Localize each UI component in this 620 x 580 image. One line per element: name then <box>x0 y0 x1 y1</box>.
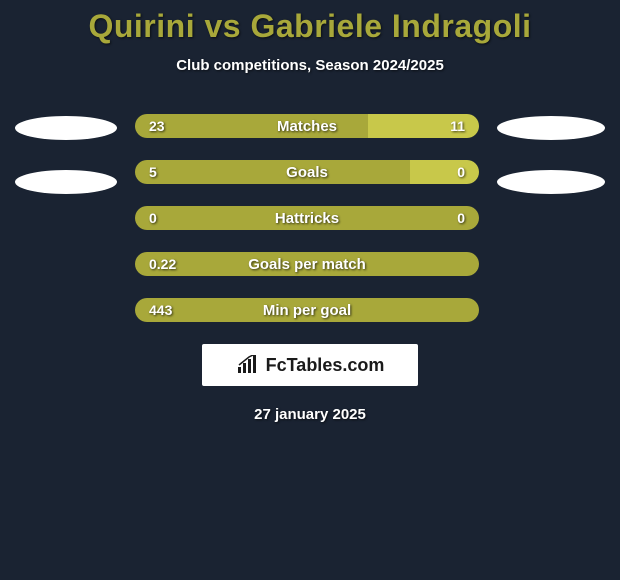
stat-row: 5 Goals 0 <box>135 160 479 184</box>
bar-content: 23 Matches 11 <box>135 114 479 138</box>
stat-label: Hattricks <box>275 210 339 227</box>
bar-content: 0 Hattricks 0 <box>135 206 479 230</box>
date-text: 27 january 2025 <box>0 406 620 423</box>
subtitle: Club competitions, Season 2024/2025 <box>0 57 620 74</box>
stat-row: 23 Matches 11 <box>135 114 479 138</box>
stat-label: Goals per match <box>248 256 366 273</box>
stat-label: Matches <box>277 118 337 135</box>
player2-marker <box>497 116 605 140</box>
player1-marker <box>15 116 117 140</box>
stat-value-p1: 0 <box>149 210 157 226</box>
stat-value-p2: 0 <box>457 164 465 180</box>
stat-bars: 23 Matches 11 5 Goals 0 0 Hattricks 0 0.22 Goals p… <box>135 114 479 322</box>
stat-value-p2: 11 <box>450 118 465 134</box>
stat-value-p1: 0.22 <box>149 256 176 272</box>
stat-value-p1: 23 <box>149 118 165 134</box>
stat-value-p1: 5 <box>149 164 157 180</box>
logo-box: FcTables.com <box>202 344 418 386</box>
stat-label: Min per goal <box>263 302 351 319</box>
bar-content: 5 Goals 0 <box>135 160 479 184</box>
player2-marker <box>497 170 605 194</box>
bar-content: 443 Min per goal <box>135 298 479 322</box>
stat-row: 0 Hattricks 0 <box>135 206 479 230</box>
stat-row: 443 Min per goal <box>135 298 479 322</box>
comparison-area: 23 Matches 11 5 Goals 0 0 Hattricks 0 0.22 Goals p… <box>0 114 620 322</box>
logo-text: FcTables.com <box>266 355 385 376</box>
stat-value-p1: 443 <box>149 302 172 318</box>
player2-col <box>497 114 605 194</box>
stat-value-p2: 0 <box>457 210 465 226</box>
chart-icon <box>236 355 260 375</box>
comparison-infographic: Quirini vs Gabriele Indragoli Club compe… <box>0 0 620 423</box>
page-title: Quirini vs Gabriele Indragoli <box>0 8 620 45</box>
stat-label: Goals <box>286 164 328 181</box>
stat-row: 0.22 Goals per match <box>135 252 479 276</box>
player1-col <box>15 114 117 194</box>
bar-content: 0.22 Goals per match <box>135 252 479 276</box>
player1-marker <box>15 170 117 194</box>
